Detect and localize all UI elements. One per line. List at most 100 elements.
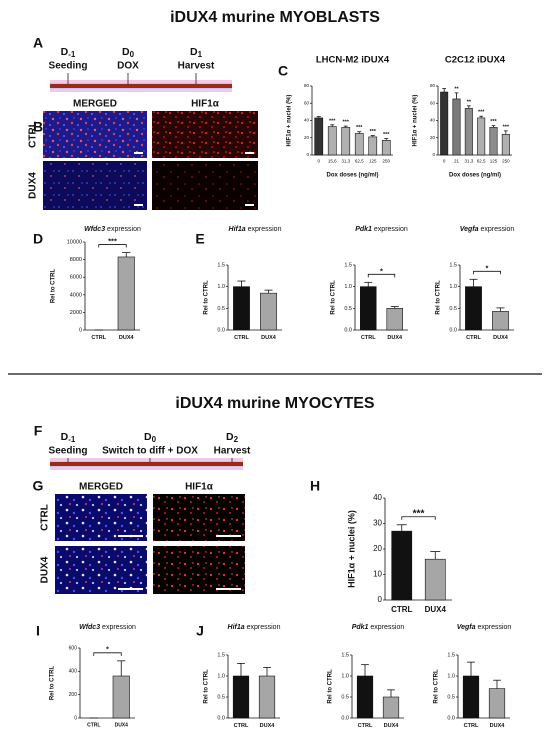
panel-letter: C bbox=[278, 63, 288, 79]
bar bbox=[258, 675, 276, 719]
day-number: -1 bbox=[68, 50, 76, 59]
panel-letter: D bbox=[33, 231, 43, 247]
y-axis-label: HIF1α + nuclei (%) bbox=[346, 510, 356, 588]
y-tick-label: 0 bbox=[306, 152, 309, 157]
x-tick-label: DUX4 bbox=[384, 723, 400, 729]
x-tick-label: 62,5 bbox=[355, 159, 364, 164]
x-tick-label: DUX4 bbox=[387, 335, 403, 341]
y-axis-label: Rel to CTRL bbox=[328, 669, 334, 704]
x-tick-label: 125 bbox=[490, 159, 498, 164]
bar bbox=[260, 292, 277, 331]
chart-title: Hif1a expression bbox=[229, 226, 282, 233]
x-tick-label: CTRL bbox=[358, 723, 373, 729]
timeline-label: Harvest bbox=[178, 61, 215, 72]
title-text: expression bbox=[480, 226, 514, 233]
significance: *** bbox=[413, 508, 425, 519]
panel-letter: J bbox=[196, 623, 204, 639]
bar bbox=[354, 133, 364, 156]
section-title: iDUX4 murine MYOBLASTS bbox=[170, 9, 380, 26]
bar bbox=[386, 308, 403, 331]
bar bbox=[112, 675, 130, 719]
micrograph bbox=[153, 494, 245, 541]
x-tick-label: CTRL bbox=[464, 723, 479, 729]
y-tick-label: 1.5 bbox=[217, 652, 225, 658]
timeline-label: Harvest bbox=[214, 446, 251, 457]
micrograph bbox=[153, 546, 245, 594]
title-text: expression bbox=[374, 226, 408, 233]
x-tick-label: 31,3 bbox=[464, 159, 473, 164]
bar bbox=[356, 675, 374, 719]
bar bbox=[327, 126, 337, 156]
chart-title: Pdk1 expression bbox=[355, 226, 408, 233]
y-tick-label: 8000 bbox=[70, 257, 82, 263]
day-number: 0 bbox=[130, 50, 135, 59]
section-title: iDUX4 murine MYOCYTES bbox=[175, 395, 374, 412]
y-tick-label: 40 bbox=[304, 118, 310, 123]
chart-title: Vegfa expression bbox=[457, 624, 512, 631]
y-axis-label: Rel to CTRL bbox=[436, 280, 442, 315]
micrograph bbox=[55, 494, 147, 541]
y-tick-label: 40 bbox=[430, 118, 436, 123]
x-tick-label: CTRL bbox=[391, 605, 412, 614]
y-axis-label: Rel to CTRL bbox=[434, 669, 440, 704]
bar bbox=[314, 117, 324, 156]
y-tick-label: 400 bbox=[69, 669, 78, 675]
y-tick-label: 20 bbox=[373, 544, 382, 553]
x-tick-label: DUX4 bbox=[115, 722, 129, 728]
x-tick-label: DUX4 bbox=[260, 723, 276, 729]
x-tick-label: 31,3 bbox=[341, 159, 350, 164]
y-axis-label: Rel to CTRL bbox=[51, 269, 57, 304]
significance: *** bbox=[370, 129, 377, 135]
panel-letter: F bbox=[34, 423, 43, 439]
timeline-day: D2 bbox=[226, 431, 239, 444]
chart-title: Pdk1 expression bbox=[352, 624, 405, 631]
bar bbox=[117, 256, 135, 331]
day-letter: D bbox=[226, 431, 234, 443]
y-tick-label: 0.5 bbox=[217, 306, 225, 312]
day-letter: D bbox=[190, 46, 198, 58]
micrograph bbox=[55, 546, 147, 594]
x-tick-label: CTRL bbox=[234, 723, 249, 729]
gene-name: Hif1a bbox=[228, 624, 245, 631]
significance: *** bbox=[329, 118, 336, 124]
bar bbox=[381, 140, 391, 156]
chart-title: C2C12 iDUX4 bbox=[445, 55, 506, 66]
x-tick-label: 0 bbox=[317, 159, 320, 164]
y-tick-label: 0.0 bbox=[344, 327, 352, 333]
image-column-label: HIF1α bbox=[191, 99, 220, 110]
y-axis-label: Rel to CTRL bbox=[204, 669, 210, 704]
x-axis-label: Dox doses (ng/ml) bbox=[449, 173, 501, 179]
x-tick-label: DUX4 bbox=[119, 335, 135, 341]
y-tick-label: 200 bbox=[69, 692, 78, 698]
day-letter: D bbox=[61, 46, 69, 58]
significance: *** bbox=[343, 120, 350, 126]
x-tick-label: DUX4 bbox=[490, 723, 506, 729]
significance: ** bbox=[467, 99, 472, 105]
chart-title: Wfdc3 expression bbox=[84, 226, 141, 233]
y-tick-label: 0.5 bbox=[344, 306, 352, 312]
gene-name: Vegfa bbox=[457, 624, 476, 631]
x-tick-label: CTRL bbox=[466, 335, 481, 341]
y-tick-label: 0.5 bbox=[449, 306, 457, 312]
y-tick-label: 0.0 bbox=[447, 715, 455, 721]
bar bbox=[382, 696, 400, 719]
title-text: expression bbox=[107, 226, 141, 233]
y-tick-label: 20 bbox=[304, 135, 310, 140]
x-tick-label: 250 bbox=[382, 159, 390, 164]
image-column-label: MERGED bbox=[79, 482, 123, 493]
y-tick-label: 0.5 bbox=[341, 694, 349, 700]
y-tick-label: 0.0 bbox=[217, 327, 225, 333]
chart-title: Wfdc3 expression bbox=[79, 624, 136, 631]
bar bbox=[477, 117, 486, 156]
title-text: expression bbox=[102, 624, 136, 631]
y-tick-label: 80 bbox=[430, 83, 436, 88]
day-letter: D bbox=[144, 431, 152, 443]
x-axis-label: Dox doses (ng/ml) bbox=[326, 173, 378, 179]
bar bbox=[359, 286, 377, 331]
title-text: expression bbox=[477, 624, 511, 631]
y-tick-label: 1.5 bbox=[341, 652, 349, 658]
bar bbox=[462, 675, 480, 719]
y-tick-label: 60 bbox=[304, 100, 310, 105]
